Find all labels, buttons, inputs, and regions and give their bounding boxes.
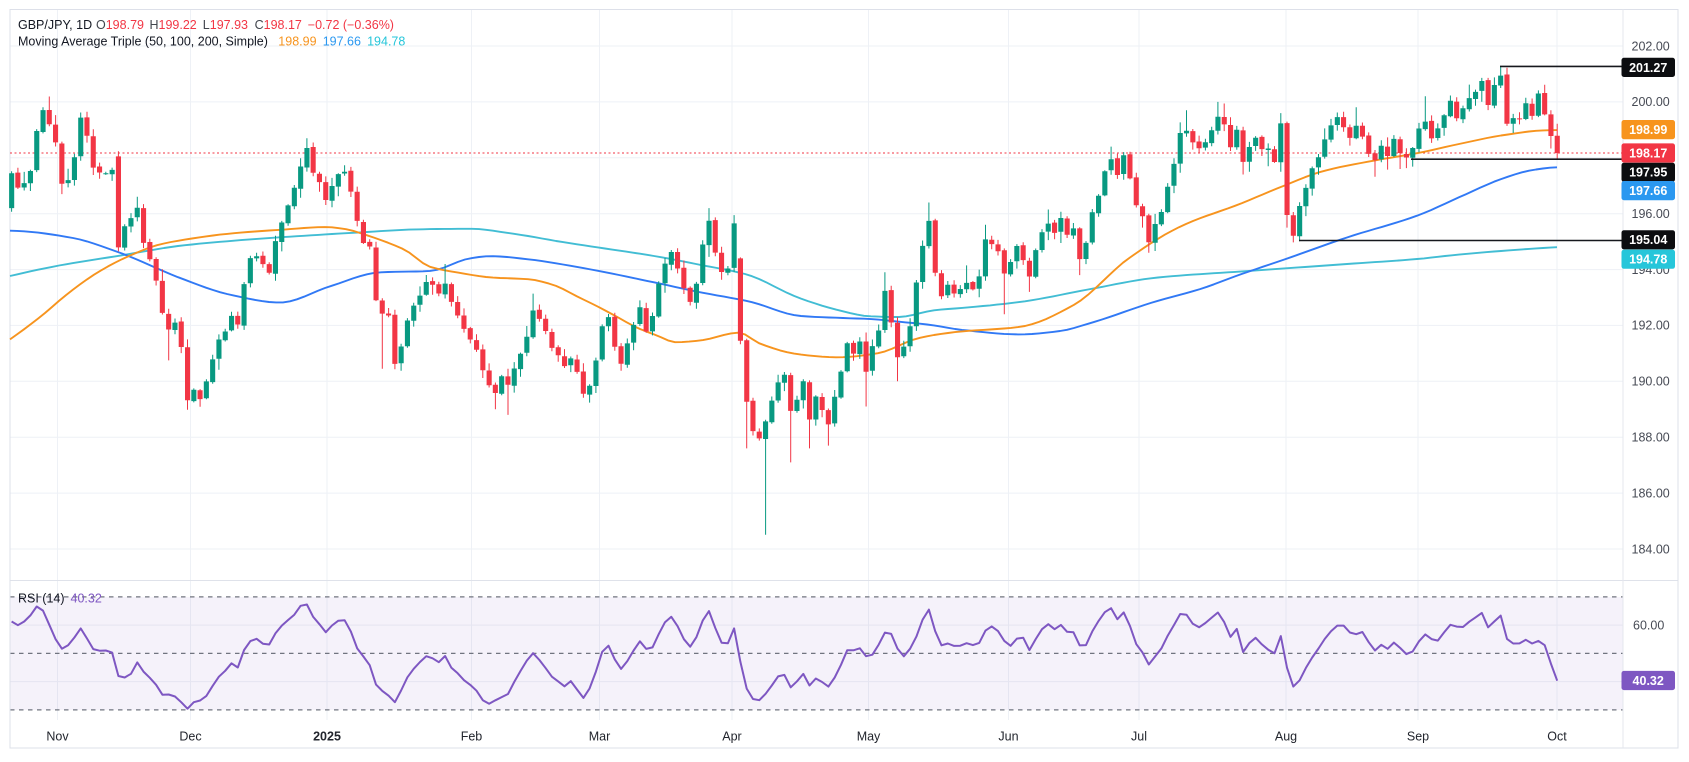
svg-text:GBP/JPY, 1D: GBP/JPY, 1D [18, 18, 92, 32]
svg-text:2025: 2025 [313, 730, 341, 744]
svg-text:40.32: 40.32 [1633, 674, 1664, 688]
svg-text:Mar: Mar [589, 730, 611, 744]
svg-text:C198.17: C198.17 [255, 18, 302, 32]
svg-text:60.00: 60.00 [1633, 618, 1664, 632]
svg-text:184.00: 184.00 [1632, 542, 1670, 556]
svg-text:RSI (14) 40.32: RSI (14) 40.32 [18, 592, 102, 606]
svg-text:202.00: 202.00 [1632, 39, 1670, 53]
svg-text:190.00: 190.00 [1632, 375, 1670, 389]
svg-text:194.78: 194.78 [1629, 253, 1667, 267]
svg-text:201.27: 201.27 [1629, 61, 1667, 75]
svg-text:Apr: Apr [722, 730, 741, 744]
svg-text:−0.72 (−0.36%): −0.72 (−0.36%) [308, 18, 394, 32]
svg-text:195.04: 195.04 [1629, 233, 1667, 247]
svg-text:Feb: Feb [461, 730, 483, 744]
svg-text:196.00: 196.00 [1632, 207, 1670, 221]
svg-text:197.66: 197.66 [323, 34, 361, 48]
svg-text:Moving Average Triple (50, 100: Moving Average Triple (50, 100, 200, Sim… [18, 34, 268, 48]
svg-text:197.66: 197.66 [1629, 184, 1667, 198]
svg-text:200.00: 200.00 [1632, 95, 1670, 109]
svg-text:L197.93: L197.93 [203, 18, 248, 32]
svg-text:198.99: 198.99 [1629, 123, 1667, 137]
svg-text:May: May [857, 730, 881, 744]
svg-text:Dec: Dec [179, 730, 201, 744]
svg-text:198.99: 198.99 [278, 34, 316, 48]
svg-text:Oct: Oct [1547, 730, 1567, 744]
svg-text:198.17: 198.17 [1629, 146, 1667, 160]
svg-text:O198.79: O198.79 [96, 18, 144, 32]
svg-text:188.00: 188.00 [1632, 431, 1670, 445]
svg-text:197.95: 197.95 [1629, 166, 1667, 180]
svg-text:Aug: Aug [1275, 730, 1297, 744]
svg-text:194.78: 194.78 [367, 34, 405, 48]
svg-text:192.00: 192.00 [1632, 319, 1670, 333]
svg-text:Jul: Jul [1131, 730, 1147, 744]
svg-text:Jun: Jun [998, 730, 1018, 744]
svg-text:Sep: Sep [1407, 730, 1429, 744]
svg-text:186.00: 186.00 [1632, 486, 1670, 500]
svg-text:H199.22: H199.22 [150, 18, 197, 32]
svg-text:Nov: Nov [46, 730, 69, 744]
